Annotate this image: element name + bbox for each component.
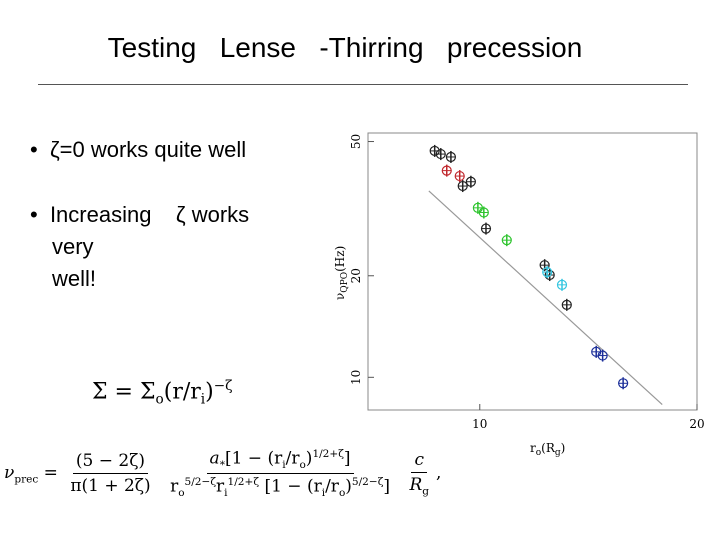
- eq-sub: o: [338, 487, 346, 500]
- equation: νprec = (5 − 2ζ) π(1 + 2ζ) a*[1 − (ri/ro…: [4, 448, 441, 499]
- bullet-text: • Increasing ζ works: [30, 202, 250, 227]
- eq-sub: o: [155, 391, 164, 408]
- slide-title: Testing Lense -Thirring precession: [107, 32, 583, 63]
- x-tick-label: 10: [472, 417, 487, 431]
- x-label-part: (R: [541, 441, 556, 455]
- bullet-line: Increasing ζ works: [49, 202, 250, 227]
- eq-part: ]: [343, 448, 351, 469]
- x-tick-label: 20: [689, 417, 704, 431]
- eq-sup: −ζ: [213, 378, 233, 394]
- eq-sup: 1/2+ζ: [312, 448, 344, 460]
- eq-sub: g: [422, 485, 430, 498]
- bullet-line: well!: [52, 266, 97, 291]
- eq-part: ]: [383, 476, 391, 497]
- eq-part: ,: [436, 463, 442, 484]
- x-label-sub: g: [555, 448, 561, 458]
- numerator: (5 − 2ζ): [72, 451, 149, 475]
- y-tick-label: 20: [349, 268, 363, 283]
- x-label-part: ): [561, 441, 566, 455]
- bullet-text: • ζ=0 works quite well: [30, 137, 247, 162]
- y-label-part: ν: [333, 293, 347, 300]
- denominator: ro5/2−ζri1/2+ζ [1 − (ri/ro)5/2−ζ]: [167, 474, 393, 499]
- fraction: a*[1 − (ri/ro)1/2+ζ] ro5/2−ζri1/2+ζ [1 −…: [167, 448, 393, 499]
- x-label-part: r: [530, 441, 536, 455]
- eq-sup: 5/2−ζ: [351, 476, 384, 489]
- bullet-line: ζ=0 works quite well: [49, 137, 247, 162]
- eq-part: ): [345, 476, 352, 497]
- equation: Σ = Σo(r/ri)−ζ: [92, 378, 233, 408]
- eq-sup: 1/2+ζ: [227, 476, 260, 489]
- eq-sub: o: [299, 459, 306, 472]
- bullet-line: very: [52, 234, 94, 259]
- x-label-sub: o: [536, 448, 541, 458]
- y-axis-label: νQPO(Hz): [333, 246, 350, 300]
- eq-part: r: [170, 476, 179, 497]
- eq-part: ): [305, 448, 313, 469]
- eq-part: R: [409, 474, 423, 495]
- eq-part: /r: [285, 448, 300, 469]
- eq-sub: prec: [14, 473, 39, 486]
- eq-sub: *: [219, 459, 225, 472]
- eq-part: (r/r: [163, 379, 201, 405]
- x-axis-label: ro(Rg): [530, 441, 565, 458]
- y-tick-label: 10: [349, 370, 363, 385]
- fraction: (5 − 2ζ) π(1 + 2ζ): [67, 451, 153, 496]
- eq-sub: i: [282, 459, 286, 472]
- denominator: π(1 + 2ζ): [70, 476, 151, 497]
- eq-part: =: [43, 463, 58, 484]
- eq-sub: o: [178, 487, 185, 500]
- eq-part: [1 − (r: [224, 448, 283, 469]
- plot-frame: [367, 132, 698, 411]
- eq-sup: 5/2−ζ: [184, 476, 217, 489]
- eq-part: ): [205, 379, 214, 405]
- eq-part: a: [209, 448, 220, 469]
- bullet: • ζ=0 works quite well: [30, 134, 246, 166]
- eq-sub: i: [200, 391, 206, 408]
- eq-part: ν: [4, 463, 15, 484]
- title-rule: [38, 84, 688, 85]
- eq-sub: i: [224, 487, 228, 500]
- y-tick-label: 50: [349, 134, 363, 149]
- denominator: Rg: [406, 473, 432, 497]
- numerator: a*[1 − (ri/ro)1/2+ζ]: [206, 448, 354, 475]
- eq-part: [1 − (r: [264, 476, 322, 497]
- eq-sub: i: [321, 487, 326, 500]
- numerator: c: [411, 450, 427, 473]
- fraction: c Rg: [406, 450, 432, 497]
- eq-part: Σ = Σ: [92, 379, 156, 405]
- eq-part: r: [216, 476, 225, 497]
- fit-line: [428, 190, 663, 406]
- eq-part: /r: [325, 476, 339, 497]
- y-label-part: (Hz): [333, 246, 347, 272]
- y-label-sub: QPO: [340, 272, 350, 293]
- bullet: • Increasing ζ works very well!: [30, 199, 249, 295]
